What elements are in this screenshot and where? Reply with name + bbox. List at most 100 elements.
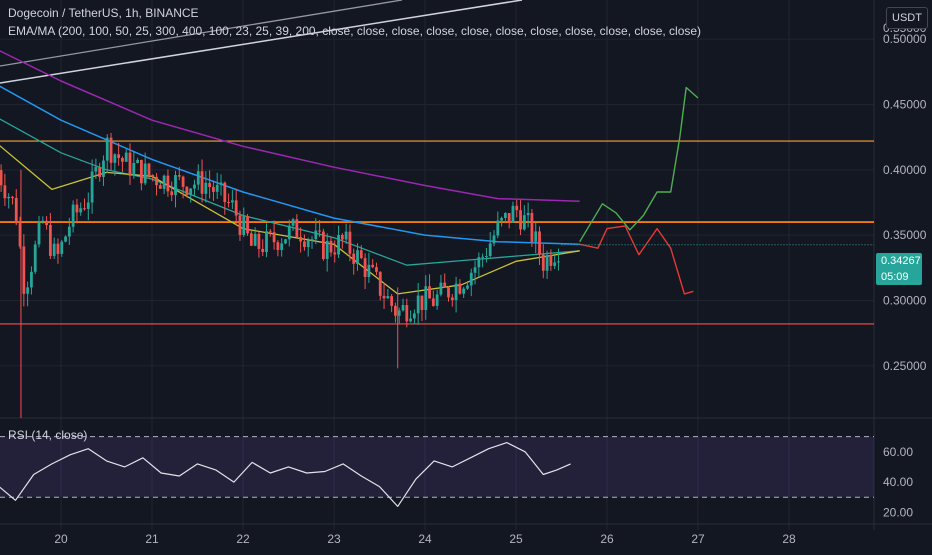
candle-body xyxy=(14,197,18,224)
candle-body xyxy=(450,297,454,301)
candle-body xyxy=(352,253,356,264)
trendline-upper xyxy=(0,0,403,67)
candle-body xyxy=(246,216,249,234)
candle-body xyxy=(71,204,75,227)
candle-body xyxy=(394,305,397,316)
bar-countdown: 05:09 xyxy=(881,271,909,283)
candle-body xyxy=(371,264,375,268)
candle-body xyxy=(56,243,60,254)
last-price-tag: 0.34267 05:09 xyxy=(876,253,922,285)
candle-body xyxy=(215,184,219,192)
ema-yellow-line xyxy=(0,145,580,295)
candle-body xyxy=(534,231,538,242)
candle-body xyxy=(30,271,33,288)
candle-body xyxy=(424,286,428,311)
candle-body xyxy=(333,252,337,255)
candle-body xyxy=(428,286,431,299)
candle-body xyxy=(75,204,79,213)
candle-body xyxy=(181,176,185,187)
candle-body xyxy=(90,171,94,203)
indicator-legend[interactable]: EMA/MA (200, 100, 50, 25, 300, 400, 100,… xyxy=(8,24,702,38)
candle-body xyxy=(139,159,143,184)
candle-body xyxy=(553,262,557,266)
candle-body xyxy=(26,287,30,294)
candle-body xyxy=(303,241,306,248)
candle-body xyxy=(409,318,412,322)
candle-body xyxy=(234,200,238,216)
candle-body xyxy=(458,283,462,294)
x-tick-label: 26 xyxy=(600,532,614,546)
candle-body xyxy=(344,231,348,240)
x-tick-label: 20 xyxy=(54,532,68,546)
candle-body xyxy=(318,230,321,232)
candle-body xyxy=(170,191,174,196)
candle-body xyxy=(18,223,22,247)
candle-body xyxy=(238,215,242,235)
symbol-title[interactable]: Dogecoin / TetherUS, 1h, BINANCE xyxy=(8,6,199,20)
candle-body xyxy=(435,294,439,306)
y-tick-label: 0.35000 xyxy=(883,228,927,242)
candle-body xyxy=(500,217,503,221)
candle-body xyxy=(557,261,560,263)
forecast-bullish-path xyxy=(579,86,699,243)
candle-body xyxy=(121,158,124,162)
candle-body xyxy=(306,240,310,248)
candle-body xyxy=(64,236,67,242)
candle-body xyxy=(0,170,3,186)
candle-body xyxy=(128,152,132,176)
candle-body xyxy=(401,305,405,311)
y-tick-label: 0.45000 xyxy=(883,98,927,112)
candle-body xyxy=(431,298,435,306)
candle-body xyxy=(223,182,227,203)
candle-body xyxy=(310,239,314,241)
candle-body xyxy=(60,241,64,254)
candle-body xyxy=(454,283,458,301)
candle-body xyxy=(227,202,230,204)
candle-body xyxy=(378,271,382,296)
candle-body xyxy=(337,234,340,255)
candle-body xyxy=(530,213,534,242)
candle-body xyxy=(447,287,450,298)
candle-body xyxy=(151,175,155,177)
rsi-line xyxy=(0,442,571,507)
x-tick-label: 21 xyxy=(145,532,159,546)
candle-body xyxy=(242,216,246,235)
candle-body xyxy=(503,213,507,218)
candle-body xyxy=(219,182,223,185)
rsi-legend[interactable]: RSI (14, close) xyxy=(8,428,88,442)
candle-body xyxy=(37,221,41,245)
candle-body xyxy=(98,167,102,177)
rsi-band-fill xyxy=(0,436,874,498)
x-tick-label: 24 xyxy=(418,532,432,546)
ema-teal-line xyxy=(0,118,580,266)
candle-body xyxy=(268,231,272,233)
candle-body xyxy=(340,234,344,240)
candle-body xyxy=(515,205,519,211)
candle-body xyxy=(143,163,147,184)
candle-body xyxy=(41,220,45,222)
candle-body xyxy=(261,248,265,253)
candle-body xyxy=(541,254,545,271)
candle-body xyxy=(511,205,515,223)
currency-button[interactable]: USDT xyxy=(886,7,928,29)
candle-body xyxy=(420,295,424,311)
candle-body xyxy=(439,282,443,295)
candle-body xyxy=(329,240,333,253)
candle-body xyxy=(325,240,329,259)
candle-body xyxy=(45,220,48,226)
rsi-tick-label: 60.00 xyxy=(883,445,913,459)
candle-body xyxy=(86,202,90,209)
candle-body xyxy=(363,258,367,277)
candle-body xyxy=(174,175,177,196)
candle-body xyxy=(102,160,105,177)
x-tick-label: 28 xyxy=(782,532,796,546)
forecast-bearish-path xyxy=(579,225,694,295)
candle-body xyxy=(7,196,11,199)
candle-body xyxy=(158,185,162,189)
candle-body xyxy=(52,243,56,256)
candle-body xyxy=(321,231,325,259)
candle-body xyxy=(253,233,257,246)
candle-body xyxy=(212,186,215,192)
